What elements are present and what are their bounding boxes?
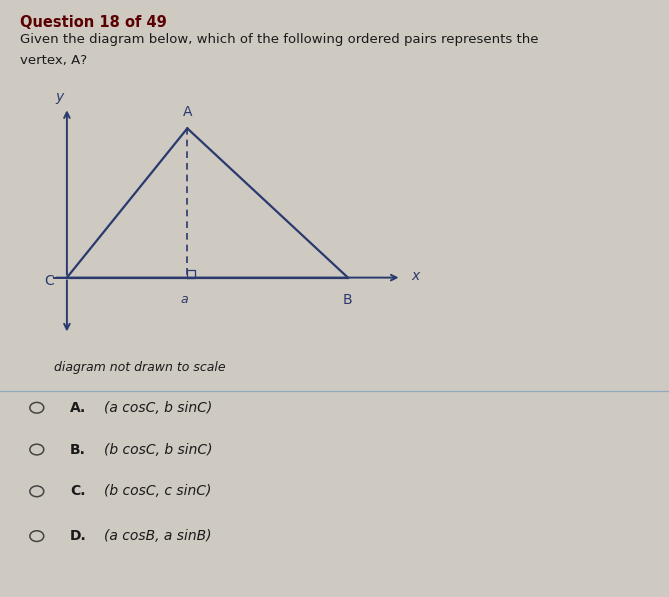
Text: (b cosC, b sinC): (b cosC, b sinC) [104, 442, 212, 457]
Text: y: y [56, 91, 64, 104]
Text: diagram not drawn to scale: diagram not drawn to scale [54, 361, 225, 374]
Text: B.: B. [70, 442, 86, 457]
Text: (b cosC, c sinC): (b cosC, c sinC) [104, 484, 211, 498]
Text: Question 18 of 49: Question 18 of 49 [20, 15, 167, 30]
Text: A.: A. [70, 401, 86, 415]
Text: x: x [411, 269, 419, 284]
Text: D.: D. [70, 529, 87, 543]
Text: C.: C. [70, 484, 86, 498]
Text: Given the diagram below, which of the following ordered pairs represents the: Given the diagram below, which of the fo… [20, 33, 539, 46]
Text: a: a [180, 293, 188, 306]
Text: A: A [183, 106, 192, 119]
Text: (a cosB, a sinB): (a cosB, a sinB) [104, 529, 211, 543]
Text: C: C [43, 273, 54, 288]
Text: (a cosC, b sinC): (a cosC, b sinC) [104, 401, 212, 415]
Text: B: B [343, 293, 353, 306]
Text: vertex, A?: vertex, A? [20, 54, 87, 67]
